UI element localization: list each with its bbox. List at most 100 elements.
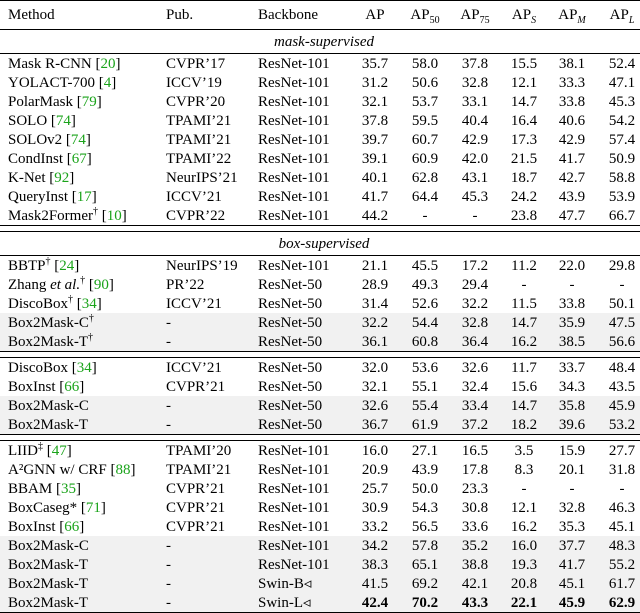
ap75-cell: 42.9 [461, 131, 489, 148]
table-row: Box2Mask-T† - ResNet-50 36.1 60.8 36.4 16.2 38.… [0, 332, 640, 352]
ap75-cell: 42.0 [461, 150, 489, 167]
col-method: Method [0, 0, 166, 30]
apl-cell: 48.3 [596, 536, 640, 555]
apl-cell: 47.1 [608, 74, 636, 91]
backbone-cell: ResNet-50 [258, 378, 323, 395]
method-cell: DiscoBox† [34] [8, 293, 102, 312]
method-superscript: ‡ [38, 440, 43, 452]
apl-cell: 29.8 [608, 257, 636, 274]
ap50-cell: 55.4 [400, 396, 450, 415]
pub-cell: TPAMI’22 [166, 150, 232, 167]
ap50-cell: 59.5 [411, 112, 439, 129]
ap50-cell: 69.2 [400, 574, 450, 593]
backbone-cell: ResNet-101 [258, 499, 330, 516]
ap50-cell: 64.4 [411, 188, 439, 205]
method-cell: QueryInst [17] [8, 188, 97, 205]
ap-cell: 20.9 [361, 461, 389, 478]
col-apm: APM [548, 0, 596, 30]
aps-cell: 3.5 [500, 440, 548, 460]
method-superscript: † [68, 293, 73, 305]
backbone-cell: ResNet-101 [258, 93, 330, 110]
method-cell: Zhang et al.† [90] [8, 274, 114, 293]
pub-cell: - [166, 332, 258, 352]
table-row: DiscoBox [34] ICCV’21 ResNet-50 32.0 53.6 32.… [0, 357, 640, 377]
citation-ref: 90 [93, 276, 109, 293]
method-superscript: † [88, 312, 94, 324]
method-cell: Mask R-CNN [20] [8, 55, 121, 72]
pub-cell: CVPR’21 [166, 378, 226, 395]
pub-cell: ICCV’21 [166, 295, 222, 312]
backbone-cell: ResNet-101 [258, 536, 350, 555]
method-name: SOLOv2 [8, 131, 63, 148]
method-cell: SOLOv2 [74] [8, 131, 91, 148]
ap75-cell: 32.8 [461, 74, 489, 91]
apm-cell: 22.0 [558, 257, 586, 274]
apl-cell: 66.7 [596, 206, 640, 226]
apl-cell: 45.9 [596, 396, 640, 415]
col-ap75: AP75 [450, 0, 500, 30]
ap-cell: 38.3 [350, 555, 400, 574]
method-cell: CondInst [67] [8, 150, 92, 167]
method-name: CondInst [8, 150, 64, 167]
apl-cell: - [619, 276, 625, 293]
pub-cell: - [166, 574, 258, 593]
backbone-cell: ResNet-101 [258, 257, 330, 274]
ap-cell: 42.4 [350, 593, 400, 613]
aps-cell: - [521, 480, 527, 497]
ap75-cell: 33.1 [461, 93, 489, 110]
table-row: Box2Mask-T - ResNet-101 38.3 65.1 38.8 19.3 41.… [0, 555, 640, 574]
method-name: BBAM [8, 480, 53, 497]
ap75-cell: 35.2 [450, 536, 500, 555]
aps-cell: 16.2 [510, 518, 538, 535]
ap75-cell: 29.4 [461, 276, 489, 293]
pub-cell: TPAMI’21 [166, 112, 232, 129]
apm-cell: 35.9 [548, 313, 596, 332]
method-superscript: † [80, 274, 86, 286]
apm-cell: 42.7 [558, 169, 586, 186]
method-cell: DiscoBox [34] [0, 357, 166, 377]
ap50-cell: 60.9 [411, 150, 439, 167]
pub-cell: - [166, 536, 258, 555]
ap75-cell: 37.2 [450, 415, 500, 435]
apm-cell: 38.1 [558, 55, 586, 72]
ap-cell: 28.9 [361, 276, 389, 293]
backbone-cell: ResNet-50 [258, 415, 350, 435]
method-name: Box2Mask-T [8, 556, 88, 573]
aps-cell: 12.1 [510, 74, 538, 91]
method-cell: SOLO [74] [8, 112, 76, 129]
ap50-cell: 27.1 [400, 440, 450, 460]
method-cell: Box2Mask-C† [0, 313, 166, 332]
method-cell: Box2Mask-T [0, 574, 166, 593]
backbone-cell: ResNet-50 [258, 295, 323, 312]
aps-cell: - [521, 276, 527, 293]
apm-cell: 33.7 [548, 357, 596, 377]
method-cell: LIID‡ [47] [0, 440, 166, 460]
table-row: BoxCaseg* [71] CVPR’21 ResNet-101 30.9 54.3 3… [0, 498, 640, 517]
ap75-cell: 45.3 [461, 188, 489, 205]
apl-cell: - [619, 480, 625, 497]
table-row: YOLACT-700 [4] ICCV’19 ResNet-101 31.2 50.6 3… [0, 73, 640, 92]
citation-ref: 4 [103, 74, 112, 91]
ap75-cell: 36.4 [450, 332, 500, 352]
backbone-cell: ResNet-101 [258, 206, 350, 226]
citation-ref: 92 [54, 169, 70, 186]
backbone-cell: ResNet-101 [258, 461, 330, 478]
method-name: Box2Mask-T [8, 575, 88, 592]
ap-cell: 36.1 [350, 332, 400, 352]
ap-cell: 35.7 [361, 55, 389, 72]
method-cell: K-Net [92] [8, 169, 75, 186]
apl-cell: 53.2 [596, 415, 640, 435]
aps-cell: 14.7 [510, 93, 538, 110]
method-name: K-Net [8, 169, 46, 186]
method-name: QueryInst [8, 188, 68, 205]
table-row: Box2Mask-C - ResNet-50 32.6 55.4 33.4 14.7 35.8… [0, 396, 640, 415]
citation-ref: 34 [81, 295, 97, 312]
apm-cell: 40.6 [558, 112, 586, 129]
pub-cell: PR’22 [166, 276, 205, 293]
ap50-cell: 50.0 [411, 480, 439, 497]
method-name: Box2Mask-T [8, 333, 88, 350]
table-body: mask-supervised Mask R-CNN [20] CVPR’17 Re… [0, 29, 640, 613]
pub-cell: - [166, 415, 258, 435]
col-aps: APS [500, 0, 548, 30]
aps-cell: 24.2 [510, 188, 538, 205]
